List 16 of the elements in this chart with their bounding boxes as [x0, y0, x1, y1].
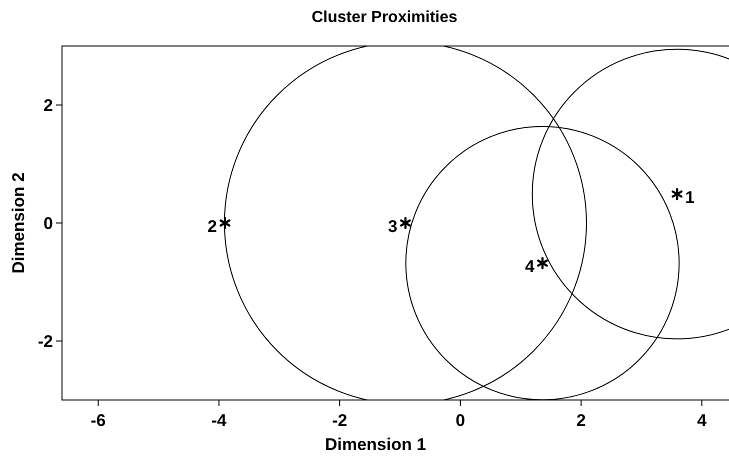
x-tick-label: 2	[576, 411, 586, 430]
annotation: 2	[208, 216, 217, 236]
y-tick-label: 0	[44, 214, 53, 233]
chart-title: Cluster Proximities	[312, 9, 458, 26]
annotation: 3	[388, 216, 398, 236]
annotation: 4	[525, 257, 536, 276]
y-axis-title: Dimension 2	[9, 172, 28, 274]
x-axis-title: Dimension 1	[324, 435, 426, 454]
y-tick-label: 2	[44, 96, 53, 115]
x-tick-label: -4	[211, 411, 228, 430]
annotation: 1	[685, 188, 695, 208]
y-tick-label: -2	[38, 332, 53, 351]
x-tick-label: -2	[332, 411, 348, 430]
x-tick-label: -6	[90, 411, 106, 430]
x-tick-label: 4	[697, 411, 708, 430]
x-tick-label: 0	[456, 411, 466, 430]
